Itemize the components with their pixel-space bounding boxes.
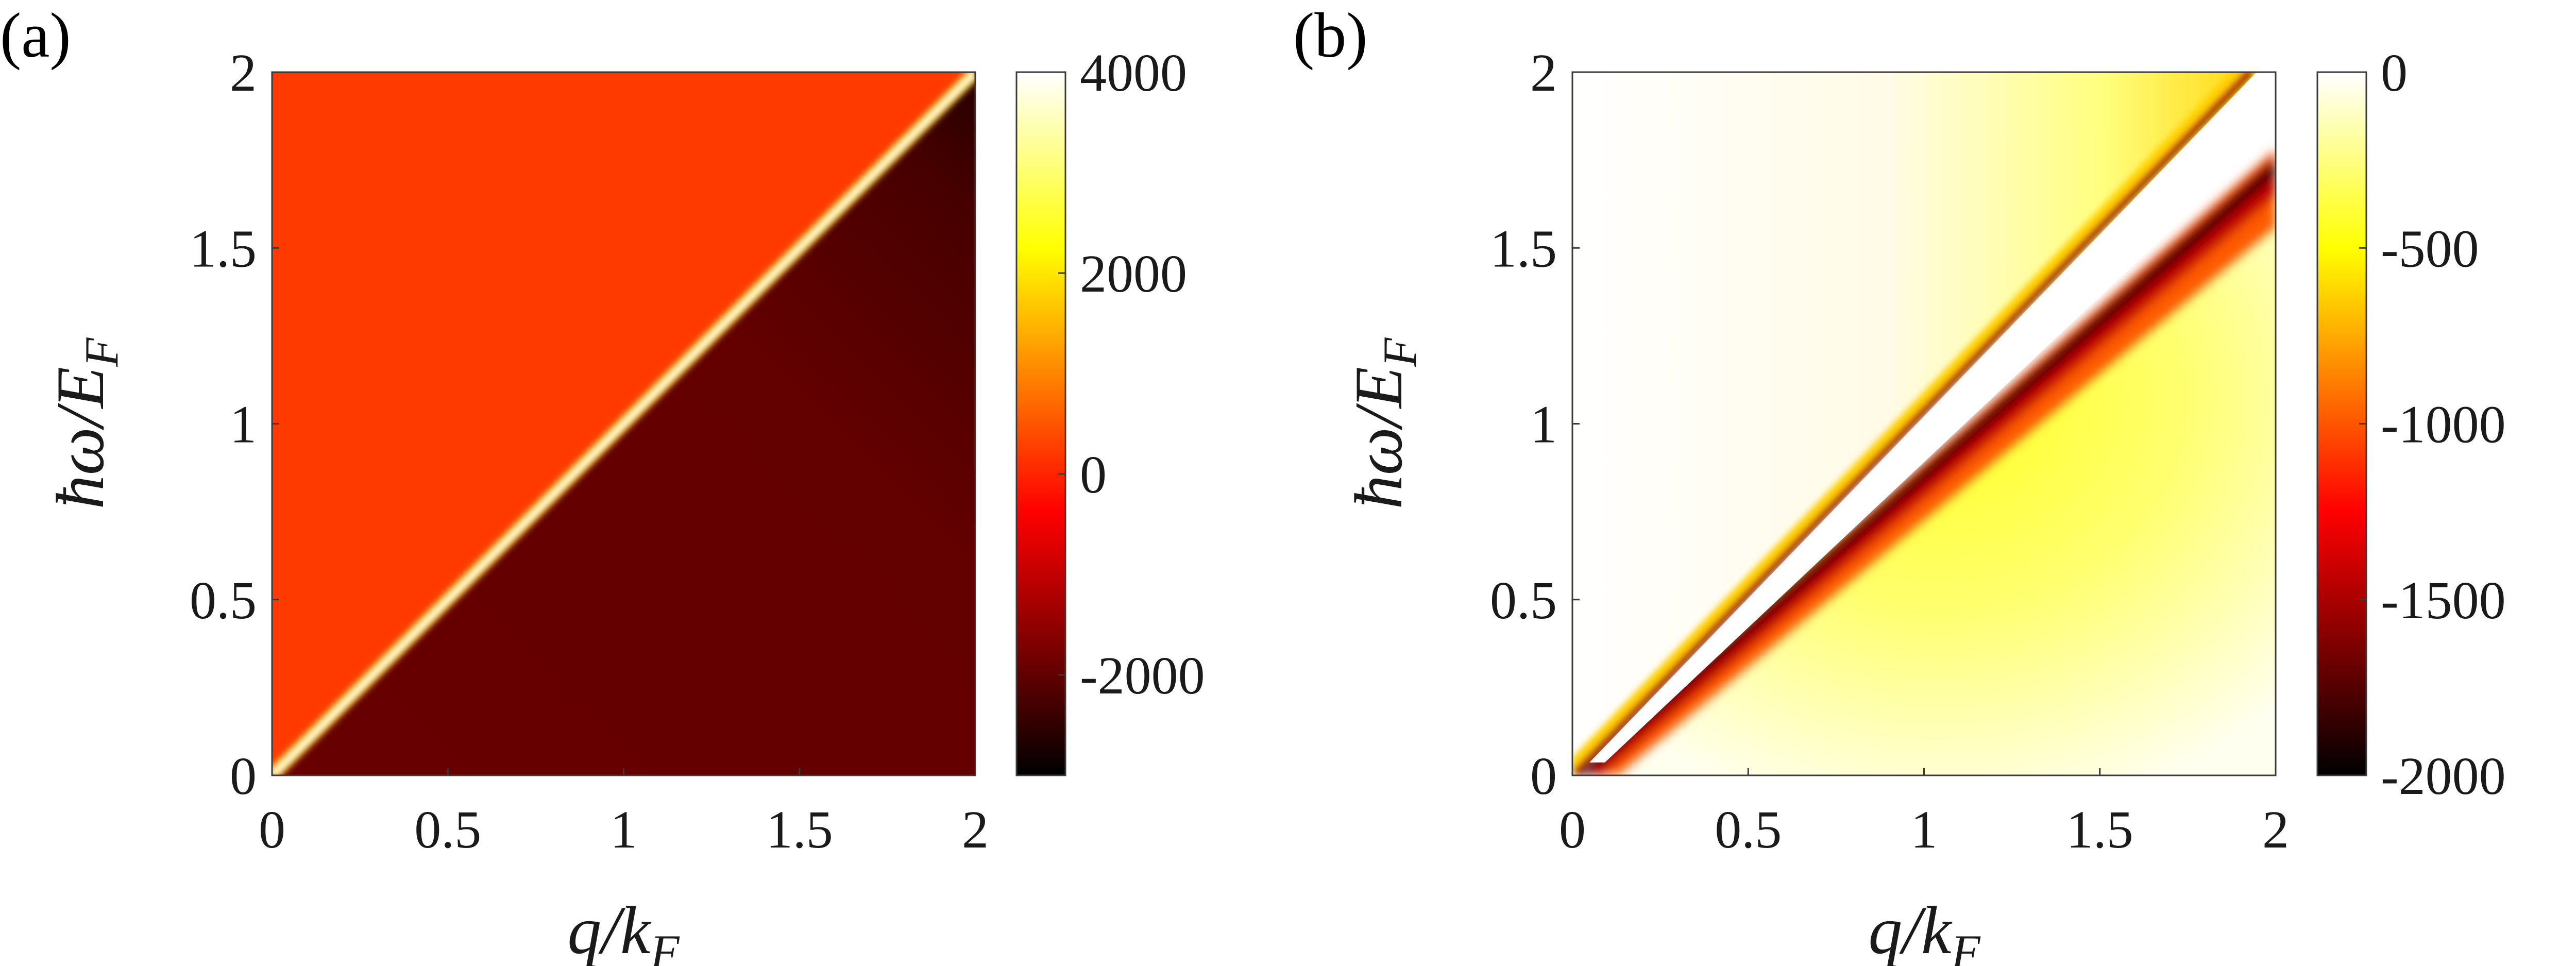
colorbar-tick-label: 4000 (1080, 43, 1187, 103)
y-tick-label: 0 (1530, 747, 1557, 806)
panel-b-upper-edge (1572, 72, 2253, 775)
panel-a-ylabel: ħω/EF (42, 337, 128, 510)
y-tick-label: 1 (230, 395, 257, 454)
panel-b-heatmap (1572, 72, 2276, 775)
colorbar-tick-label: 2000 (1080, 244, 1187, 303)
panel-a-xlabel: q/kF (567, 892, 680, 966)
x-tick-label: 1.5 (2066, 800, 2133, 859)
y-tick-label: 2 (230, 43, 257, 103)
x-tick-label: 1 (1911, 800, 1938, 859)
panel-a-y-ticks: 0 0.5 1 1.5 2 (190, 43, 279, 806)
panel-b-gap-band (1589, 72, 2276, 762)
y-tick-label: 0 (230, 747, 257, 806)
colorbar-tick-label: -1500 (2381, 571, 2506, 630)
colorbar-tick-label: 0 (2381, 43, 2408, 103)
panel-b-colorbar-ticks: 0 -500 -1000 -1500 -2000 (2359, 43, 2506, 806)
colorbar-tick-label: -500 (2381, 219, 2479, 278)
panel-b-ylabel: ħω/EF (1341, 337, 1426, 510)
colorbar-tick-label: 0 (1080, 445, 1107, 504)
panel-b-colorbar (2316, 71, 2367, 776)
panel-b-y-ticks: 0 0.5 1 1.5 2 (1490, 43, 1580, 806)
x-tick-label: 2 (962, 800, 989, 859)
panel-a: (a) 0 0.5 1 1.5 2 0 0.5 1 1.5 2 q/kF ħω/EF 4000 2… (0, 0, 1205, 966)
panel-a-colorbar-ticks: 4000 2000 0 -2000 (1058, 43, 1205, 705)
panel-b-label: (b) (1293, 0, 1368, 71)
colorbar-tick-label: -2000 (2381, 747, 2506, 806)
x-tick-label: 1.5 (766, 800, 833, 859)
panel-b: (b) 0 0.5 1 1.5 2 0 0.5 1 1.5 2 q/kF ħω/EF 0 -500… (1293, 0, 2506, 966)
x-tick-label: 0.5 (1715, 800, 1782, 859)
panel-b-x-ticks: 0 0.5 1 1.5 2 (1559, 768, 2289, 859)
panel-a-diagonal-glow (272, 72, 975, 775)
x-tick-label: 1 (611, 800, 637, 859)
colorbar-tick-label: -2000 (1080, 646, 1205, 705)
x-tick-label: 2 (2262, 800, 2289, 859)
x-tick-label: 0.5 (414, 800, 481, 859)
colorbar-tick-label: -1000 (2381, 395, 2506, 454)
panel-a-heatmap (272, 72, 975, 775)
y-tick-label: 0.5 (1490, 571, 1557, 630)
y-tick-label: 2 (1530, 43, 1557, 103)
panel-a-label: (a) (0, 0, 71, 71)
y-tick-label: 1.5 (1490, 219, 1557, 278)
y-tick-label: 1.5 (190, 219, 257, 278)
y-tick-label: 0.5 (190, 571, 257, 630)
x-tick-label: 0 (1559, 800, 1586, 859)
panel-a-colorbar (1015, 71, 1066, 776)
panel-a-x-ticks: 0 0.5 1 1.5 2 (259, 768, 989, 859)
panel-b-xlabel: q/kF (1868, 892, 1980, 966)
y-tick-label: 1 (1530, 395, 1557, 454)
x-tick-label: 0 (259, 800, 285, 859)
